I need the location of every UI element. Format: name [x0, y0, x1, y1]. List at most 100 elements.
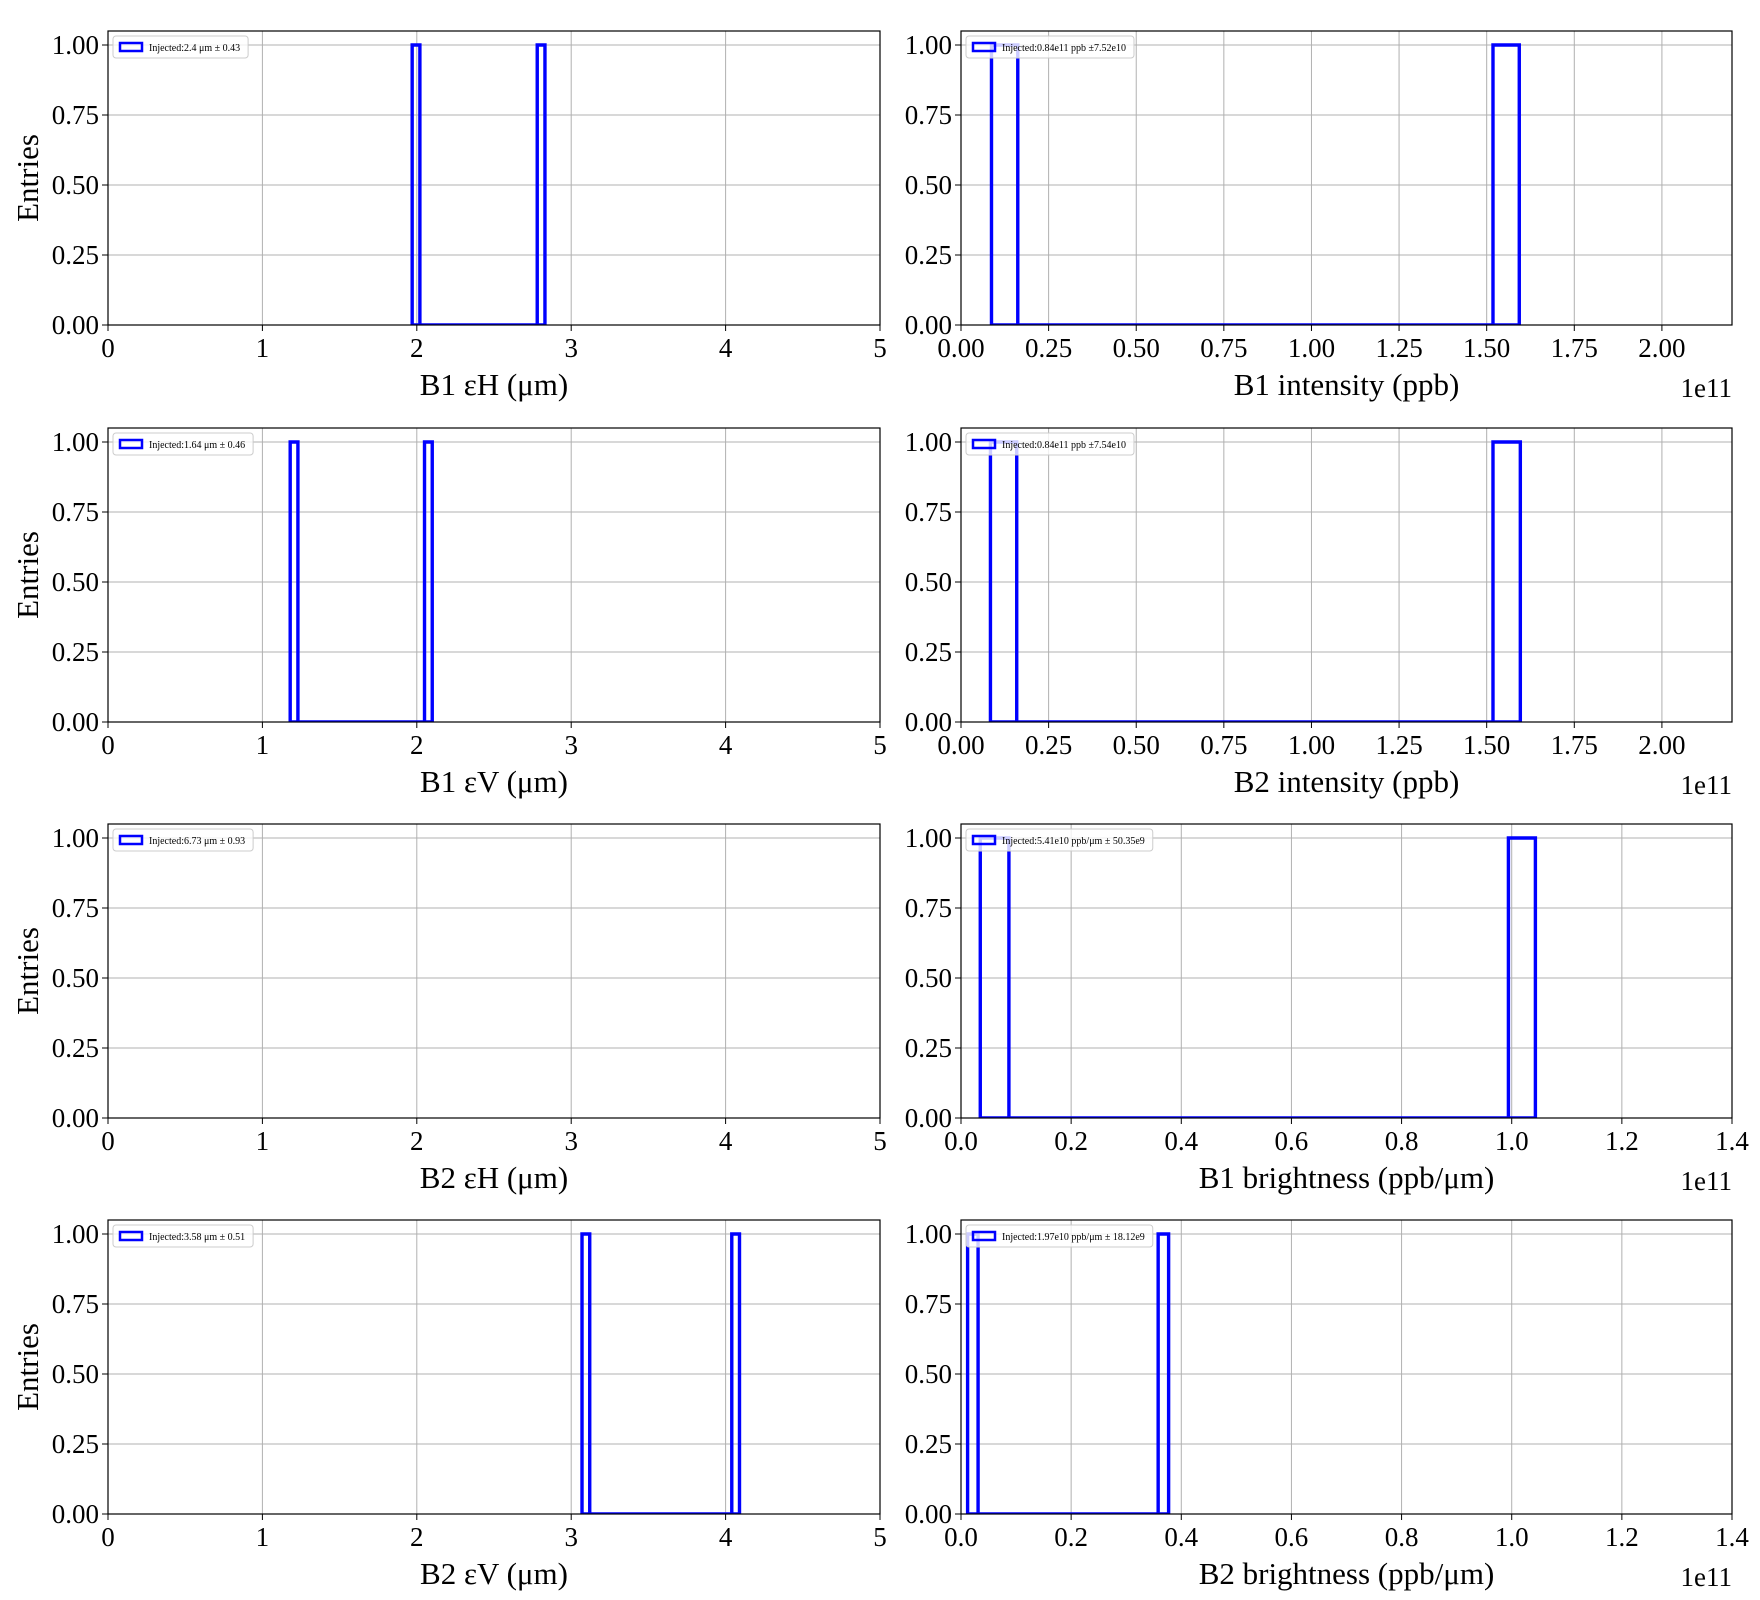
x-axis-label: B1 εH (μm) [420, 367, 568, 402]
legend-label: Injected:1.97e10 ppb/μm ± 18.12e9 [1002, 1232, 1145, 1243]
x-tick-label: 1 [256, 1522, 270, 1552]
y-tick-label: 1.00 [905, 427, 952, 457]
x-tick-label: 0.0 [944, 1522, 978, 1552]
axes-frame [107, 1219, 881, 1515]
legend-box [112, 35, 249, 59]
legend-handle [118, 41, 144, 53]
legend-label: Injected:6.73 μm ± 0.93 [149, 836, 245, 847]
x-tick-label: 1.50 [1463, 730, 1510, 760]
y-axis-label: Entries [10, 531, 45, 619]
legend-box [965, 1224, 1154, 1248]
y-tick-label: 0.50 [905, 170, 952, 200]
legend: Injected:1.97e10 ppb/μm ± 18.12e9 [965, 1224, 1154, 1248]
x-tick-label: 0.50 [1113, 333, 1160, 363]
y-tick-label: 0.00 [905, 1103, 952, 1133]
legend-label: Injected:0.84e11 ppb ±7.52e10 [1002, 43, 1126, 54]
x-tick-label: 5 [873, 730, 887, 760]
y-axis-label: Entries [10, 1323, 45, 1411]
y-axis-label: Entries [10, 927, 45, 1015]
x-axis-label: B1 brightness (ppb/μm) [1199, 1160, 1495, 1195]
legend-box [112, 432, 254, 456]
x-tick-label: 1.00 [1288, 333, 1335, 363]
y-tick-label: 1.00 [905, 30, 952, 60]
axes-frame [960, 1219, 1733, 1515]
x-tick-label: 1 [256, 730, 270, 760]
y-tick-label: 0.25 [905, 637, 952, 667]
axes-frame [960, 427, 1733, 723]
x-tick-label: 0 [101, 730, 115, 760]
y-tick-label: 0.25 [52, 637, 99, 667]
x-tick-label: 2 [410, 1126, 424, 1156]
x-tick-label: 0.25 [1025, 333, 1072, 363]
subplot: 0 1 2 3 4 5 0.00 0.25 0.50 0.75 1.00 B2 εV (μm) Entr… [10, 1219, 887, 1591]
x-tick-label: 0.75 [1200, 333, 1247, 363]
legend-handle [118, 834, 144, 846]
subplot: 0.0 0.2 0.4 0.6 0.8 1.0 1.2 1.4 0.00 0.25 0.50 0.75… [905, 823, 1750, 1196]
histogram-bin [535, 43, 547, 325]
offset-text: 1e11 [1681, 1166, 1732, 1196]
legend-handle [971, 834, 997, 846]
x-axis-label: B1 intensity (ppb) [1234, 367, 1460, 402]
x-axis-label: B2 intensity (ppb) [1234, 764, 1460, 799]
x-tick-label: 1 [256, 1126, 270, 1156]
x-tick-label: 0.2 [1054, 1126, 1088, 1156]
histogram-bin [410, 43, 422, 325]
y-tick-label: 0.75 [52, 893, 99, 923]
axes-frame [960, 30, 1733, 326]
legend: Injected:0.84e11 ppb ±7.54e10 [965, 432, 1135, 456]
x-tick-label: 0.6 [1275, 1522, 1309, 1552]
x-tick-label: 0.4 [1164, 1126, 1198, 1156]
x-tick-label: 0.6 [1275, 1126, 1309, 1156]
y-tick-label: 1.00 [52, 427, 99, 457]
x-tick-label: 1.0 [1495, 1522, 1529, 1552]
y-tick-label: 0.25 [52, 240, 99, 270]
subplot: 0.00 0.25 0.50 0.75 1.00 1.25 1.50 1.75 2.00 0.00… [905, 30, 1733, 403]
legend: Injected:1.64 μm ± 0.46 [112, 432, 254, 456]
y-tick-label: 0.25 [52, 1429, 99, 1459]
y-tick-label: 0.00 [52, 707, 99, 737]
legend-handle [118, 1230, 144, 1242]
x-tick-label: 1.4 [1715, 1126, 1749, 1156]
y-tick-label: 0.25 [905, 1033, 952, 1063]
y-tick-label: 0.75 [905, 100, 952, 130]
x-tick-label: 2 [410, 1522, 424, 1552]
offset-text: 1e11 [1681, 770, 1732, 800]
legend-label: Injected:0.84e11 ppb ±7.54e10 [1002, 440, 1126, 451]
legend-label: Injected:1.64 μm ± 0.46 [149, 440, 245, 451]
y-tick-label: 0.00 [905, 1499, 952, 1529]
x-tick-label: 5 [873, 333, 887, 363]
x-tick-label: 2 [410, 333, 424, 363]
subplot: 0 1 2 3 4 5 0.00 0.25 0.50 0.75 1.00 B1 εH (μm) Entr… [10, 30, 887, 402]
y-tick-label: 0.00 [905, 707, 952, 737]
x-tick-label: 4 [719, 333, 733, 363]
y-tick-label: 1.00 [52, 1219, 99, 1249]
y-tick-label: 0.50 [905, 963, 952, 993]
axes-frame [107, 823, 881, 1119]
x-tick-label: 0.00 [937, 730, 984, 760]
axes-frame [107, 427, 881, 723]
legend: Injected:0.84e11 ppb ±7.52e10 [965, 35, 1135, 59]
x-tick-label: 3 [564, 333, 578, 363]
legend-label: Injected:5.41e10 ppb/μm ± 50.35e9 [1002, 836, 1145, 847]
x-tick-label: 1.4 [1715, 1522, 1749, 1552]
x-tick-label: 0 [101, 333, 115, 363]
y-tick-label: 0.50 [905, 567, 952, 597]
x-tick-label: 1.2 [1605, 1126, 1639, 1156]
y-tick-label: 0.00 [905, 310, 952, 340]
offset-text: 1e11 [1681, 373, 1732, 403]
y-tick-label: 0.50 [905, 1359, 952, 1389]
x-tick-label: 0 [101, 1126, 115, 1156]
y-tick-label: 0.50 [52, 170, 99, 200]
axes-frame [960, 823, 1733, 1119]
x-tick-label: 0.25 [1025, 730, 1072, 760]
y-axis-label: Entries [10, 134, 45, 222]
x-axis-label: B2 εH (μm) [420, 1160, 568, 1195]
y-tick-label: 0.50 [52, 963, 99, 993]
x-tick-label: 1.0 [1495, 1126, 1529, 1156]
legend-handle [971, 1230, 997, 1242]
x-axis-label: B1 εV (μm) [420, 764, 568, 799]
y-tick-label: 1.00 [905, 1219, 952, 1249]
x-tick-label: 3 [564, 730, 578, 760]
legend-box [112, 828, 254, 852]
